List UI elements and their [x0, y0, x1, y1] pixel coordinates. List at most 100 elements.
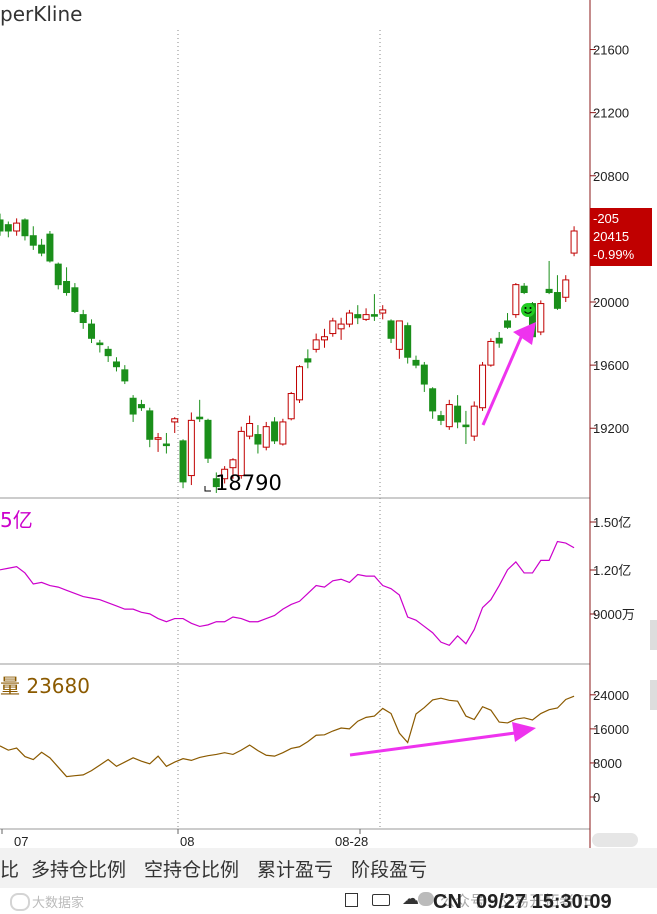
- price-tick-label: 21600: [593, 43, 629, 58]
- badge-change: -205: [593, 211, 620, 226]
- candle-body: [262, 426, 270, 448]
- candle-body: [329, 320, 337, 335]
- candle-body: [412, 359, 420, 366]
- side-handle-2[interactable]: [650, 680, 657, 710]
- candle-body: [96, 342, 104, 346]
- candle-body: [570, 230, 578, 254]
- volume-arrow-line: [349, 731, 516, 757]
- market-code: CN: [433, 891, 462, 913]
- candle-body: [29, 235, 37, 246]
- candle-body: [21, 219, 29, 237]
- candle-body: [379, 309, 387, 314]
- candle-body: [512, 284, 520, 316]
- candle-body: [271, 421, 279, 442]
- candle-body: [429, 388, 437, 412]
- app-title: perKline: [0, 2, 83, 26]
- candle-body: [370, 314, 378, 317]
- open-interest-line: [0, 540, 575, 647]
- candle-body: [71, 287, 79, 312]
- volume-tick-label: 8000: [593, 756, 622, 771]
- message-icon[interactable]: [372, 894, 390, 906]
- candle-body: [296, 366, 304, 401]
- candle-body: [246, 423, 254, 437]
- candle-body: [387, 320, 395, 339]
- candle-body: [38, 244, 46, 254]
- candle-body: [354, 314, 362, 319]
- candle-body: [63, 280, 71, 294]
- indicator-tab-2[interactable]: 空持仓比例: [144, 858, 240, 881]
- watermark-text: 大数据家: [32, 896, 85, 911]
- candle-body: [196, 416, 204, 420]
- low-price-pointer: [204, 486, 211, 492]
- time-tick-label: 08-28: [335, 834, 368, 848]
- candle-body: [204, 419, 212, 459]
- indicator-tab-0[interactable]: 比: [0, 858, 20, 881]
- candle-body: [254, 434, 262, 445]
- candle-body: [395, 320, 403, 350]
- price-arrow-line: [481, 334, 524, 426]
- indicator-tab-4[interactable]: 阶段盈亏: [351, 858, 428, 881]
- candle-body: [553, 292, 561, 309]
- volume-series: [0, 695, 575, 778]
- volume-tick-label: 0: [593, 790, 600, 805]
- candle-body: [279, 421, 287, 445]
- smiley-mouth: [524, 311, 532, 314]
- candle-body: [345, 312, 353, 325]
- indicator-tab-1[interactable]: 多持仓比例: [31, 858, 127, 881]
- candle-body: [520, 285, 528, 294]
- kline-chart[interactable]: 21600 21200 20800 20000 19600 19200 1.50亿 1.20亿…: [0, 0, 657, 848]
- oi-panel-label: 5亿: [0, 508, 33, 532]
- wechat-account-text: 公众号 · 交易开拓者TB: [440, 892, 594, 910]
- candle-body: [171, 418, 179, 423]
- candle-body: [0, 219, 4, 232]
- status-bar: 大数据家 ☁ 公众号 · 交易开拓者TB CN 09/27 15:30:09: [0, 888, 657, 913]
- price-tick-label: 21200: [593, 106, 629, 121]
- badge-price: 20415: [593, 229, 630, 244]
- smiley-face-icon: [521, 303, 535, 317]
- candle-body: [495, 337, 503, 344]
- candle-body: [487, 340, 495, 366]
- indicator-tab-3[interactable]: 累计盈亏: [257, 858, 334, 881]
- candle-body: [79, 314, 87, 324]
- low-price-marker: 18790: [215, 471, 282, 495]
- candle-body: [129, 397, 137, 415]
- candle-body: [229, 459, 237, 469]
- volume-arrow-head: [512, 722, 536, 742]
- candle-body: [104, 348, 112, 357]
- badge-percent: -0.99%: [593, 247, 635, 262]
- time-tick-label: 07: [14, 834, 28, 848]
- candle-body: [470, 405, 478, 437]
- candle-body: [237, 430, 245, 477]
- volume-tick-label: 24000: [593, 688, 629, 703]
- candle-body: [445, 404, 453, 428]
- datetime-display: 09/27 15:30:09: [476, 891, 612, 913]
- candle-body: [479, 364, 487, 409]
- volume-tick-label: 16000: [593, 722, 629, 737]
- candle-body: [312, 339, 320, 350]
- oi-tick-label: 9000万: [593, 607, 635, 622]
- candle-body: [121, 369, 129, 382]
- candle-body: [304, 358, 312, 363]
- candle-body: [537, 303, 545, 333]
- candle-body: [545, 288, 553, 294]
- candle-body: [46, 233, 54, 262]
- candle-body: [562, 279, 570, 298]
- candle-body: [287, 393, 295, 420]
- horizontal-scrollbar[interactable]: [592, 833, 638, 847]
- candle-body: [146, 410, 154, 440]
- candle-body: [462, 424, 470, 428]
- candle-body: [4, 224, 12, 232]
- open-interest-series: [0, 540, 575, 647]
- time-tick-label: 08: [180, 834, 194, 848]
- candle-body: [154, 437, 162, 440]
- last-price-badge: -205 20415 -0.99%: [590, 208, 652, 266]
- candle-body: [54, 263, 62, 286]
- candle-body: [212, 478, 220, 488]
- candle-body: [137, 404, 145, 409]
- cloud-icon[interactable]: ☁: [402, 889, 419, 909]
- candle-body: [404, 325, 412, 358]
- side-handle-1[interactable]: [650, 620, 657, 650]
- price-tick-label: 20800: [593, 169, 629, 184]
- screen-icon[interactable]: [345, 893, 358, 907]
- candle-body: [437, 415, 445, 421]
